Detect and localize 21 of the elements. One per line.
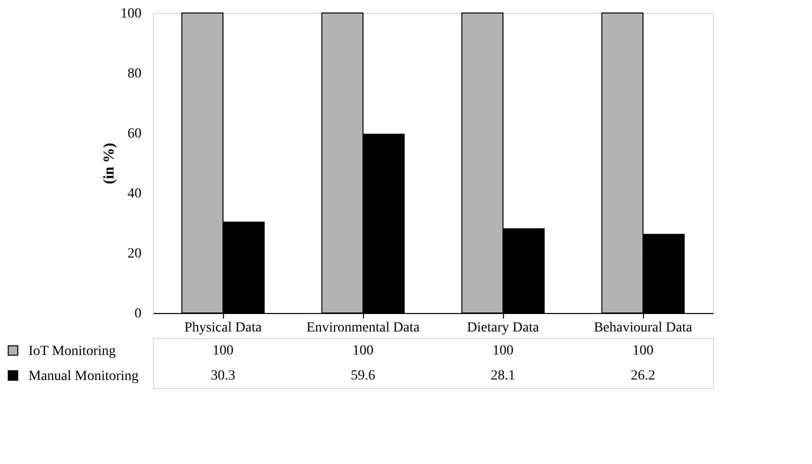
- y-tick-label: 20: [128, 246, 142, 262]
- data-label: 100: [352, 344, 374, 358]
- x-tick-label: Environmental Data: [306, 320, 420, 336]
- y-tick-label: 0: [134, 306, 142, 322]
- x-tick-label: Physical Data: [184, 320, 262, 336]
- x-tick-label: Behavioural Data: [594, 320, 693, 336]
- y-tick-label: 100: [120, 6, 142, 22]
- y-tick-label: 80: [128, 66, 142, 82]
- y-axis-title: (in %): [102, 142, 118, 184]
- data-label: 100: [212, 344, 234, 358]
- y-tick-label: 40: [128, 186, 142, 202]
- legend-label: Manual Monitoring: [28, 369, 139, 384]
- data-label: 26.2: [630, 368, 656, 384]
- legend-label: IoT Monitoring: [28, 344, 116, 359]
- data-label: 100: [632, 344, 654, 358]
- data-label: 100: [492, 344, 514, 358]
- data-label: 28.1: [490, 368, 516, 384]
- data-label: 30.3: [210, 368, 236, 384]
- x-tick-label: Dietary Data: [467, 320, 540, 336]
- data-label: 59.6: [350, 368, 376, 384]
- y-tick-label: 60: [128, 126, 142, 142]
